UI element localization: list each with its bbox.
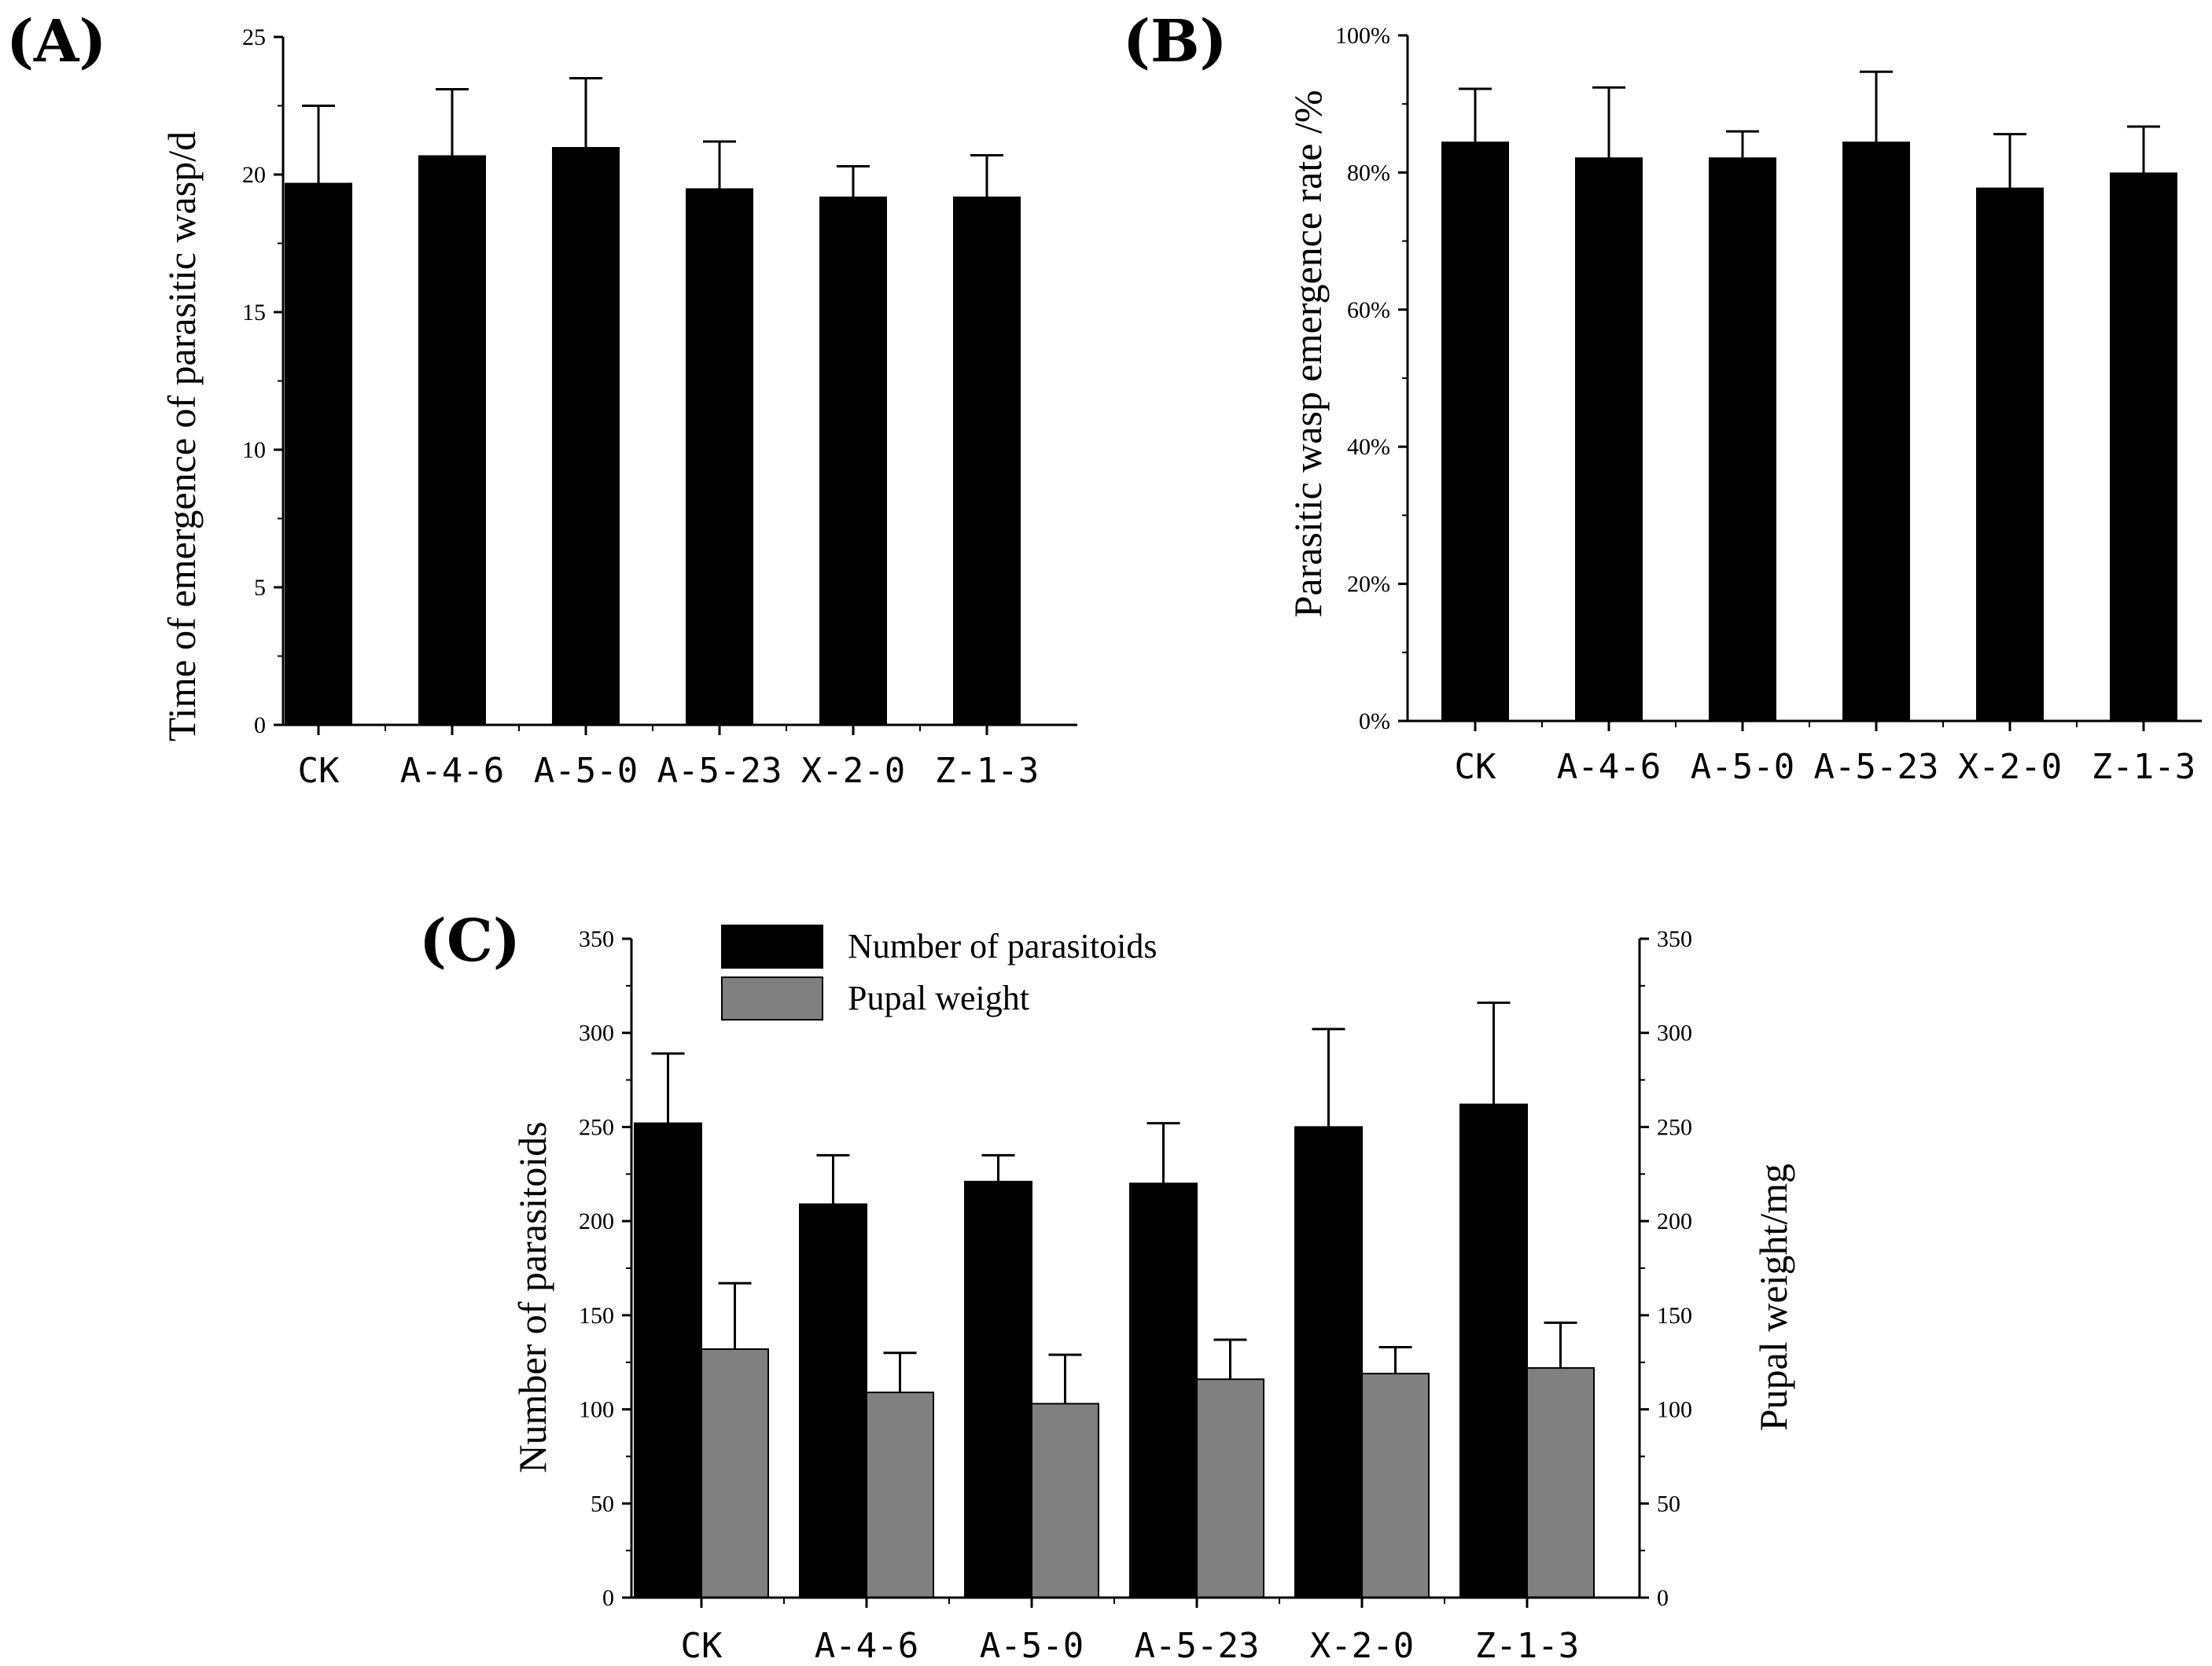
panel-c-x-label-z-1-3: Z-1-3 — [1475, 1626, 1579, 1666]
panel-c-bar-number-of-parasitoids-x-2-0 — [1294, 1126, 1363, 1598]
panel-b-x-labels: CK A-4-6 A-5-0 A-5-23 X-2-0 Z-1-3 — [1455, 747, 2196, 787]
panel-c-bar-pupal-weight-a-5-23 — [1196, 1378, 1264, 1598]
panel-a-x-label-x-2-0: X-2-0 — [801, 751, 905, 791]
panel-a-y-axis-title: Time of emergence of parasitic wasp/d — [160, 131, 204, 741]
panel-a-x-label-a-5-23: A-5-23 — [657, 751, 782, 791]
panel-a-x-label-a-5-0: A-5-0 — [534, 751, 638, 791]
panel-b-x-label-a-5-0: A-5-0 — [1691, 747, 1794, 787]
chart-panel-b: (B) Parasitic wasp emergence rate /% 0% 2… — [1123, 8, 2202, 787]
panel-b-x-label-x-2-0: X-2-0 — [1958, 747, 2062, 787]
panel-c-y-axis-title: Number of parasitoids — [510, 1121, 554, 1473]
panel-a-x-label-z-1-3: Z-1-3 — [935, 751, 1039, 791]
panel-c-y2-axis-title: Pupal weight/mg — [1751, 1164, 1795, 1431]
panel-a-bar-a-5-0 — [552, 147, 620, 725]
panel-c-y2-tick-label: 250 — [1657, 1114, 1692, 1140]
panel-c-bar-pupal-weight-a-5-0 — [1031, 1403, 1099, 1598]
legend-swatch-pupal-weight — [721, 976, 823, 1021]
panel-c-y-ticks: 0 50 100 150 200 250 300 350 — [579, 926, 631, 1611]
panel-c-bar-number-of-parasitoids-ck — [634, 1122, 702, 1598]
panel-a-bar-z-1-3 — [953, 197, 1021, 725]
panel-c-bar-pupal-weight-z-1-3 — [1526, 1366, 1595, 1598]
panel-b-y-tick-label: 100% — [1335, 23, 1390, 49]
panel-b-x-label-a-4-6: A-4-6 — [1557, 747, 1661, 787]
panel-b-y-axis-title: Parasitic wasp emergence rate /% — [1286, 90, 1330, 618]
legend-label-number-of-parasitoids: Number of parasitoids — [848, 927, 1157, 965]
panel-b-x-label-a-5-23: A-5-23 — [1814, 747, 1939, 787]
panel-c-legend: Number of parasitoids Pupal weight — [721, 925, 1157, 1021]
panel-c-bar-number-of-parasitoids-a-5-0 — [964, 1180, 1032, 1599]
panel-c-y2-tick-label: 0 — [1657, 1585, 1669, 1611]
panel-a-y-ticks: 0 5 10 15 20 25 — [242, 24, 283, 738]
panel-c-bar-number-of-parasitoids-a-4-6 — [799, 1203, 867, 1598]
panel-b-bar-a-5-23 — [1842, 142, 1910, 721]
panel-a-y-tick-label: 15 — [242, 300, 266, 325]
panel-c-x-label-ck: CK — [681, 1626, 723, 1666]
panel-a-y-tick-label: 20 — [242, 162, 266, 188]
legend-label-pupal-weight: Pupal weight — [848, 979, 1029, 1017]
panel-b-bar-ck — [1441, 142, 1509, 721]
panel-b-y-tick-label: 0% — [1359, 708, 1390, 734]
panel-c-y-tick-label: 0 — [602, 1585, 614, 1611]
panel-c-error-bars — [651, 1001, 1577, 1404]
panel-a-y-tick-label: 5 — [254, 575, 266, 601]
panel-c-x-label-x-2-0: X-2-0 — [1310, 1626, 1414, 1666]
panel-c-bar-pupal-weight-a-4-6 — [866, 1392, 934, 1598]
panel-b-bar-a-5-0 — [1709, 157, 1776, 721]
panel-b-y-tick-label: 80% — [1347, 160, 1390, 186]
panel-b-bar-x-2-0 — [1976, 187, 2044, 722]
panel-a-x-labels: CK A-4-6 A-5-0 A-5-23 X-2-0 Z-1-3 — [298, 751, 1040, 791]
panel-c-bar-pupal-weight-x-2-0 — [1361, 1373, 1430, 1598]
panel-c-y-tick-label: 300 — [579, 1021, 614, 1046]
panel-b-y-tick-label: 40% — [1347, 434, 1390, 460]
panel-c-x-labels: CK A-4-6 A-5-0 A-5-23 X-2-0 Z-1-3 — [681, 1626, 1580, 1666]
panel-c-bar-pupal-weight-ck — [701, 1348, 769, 1599]
panel-b-bar-z-1-3 — [2110, 172, 2177, 721]
panel-b-x-label-ck: CK — [1455, 747, 1496, 787]
panel-a-bars — [285, 147, 1021, 725]
panel-a-bar-a-4-6 — [418, 155, 486, 725]
panel-c-y2-tick-label: 150 — [1657, 1303, 1692, 1329]
chart-panel-a: (A) Time of emergence of parasitic wasp/… — [6, 8, 1077, 791]
panel-c-x-label-a-5-0: A-5-0 — [980, 1626, 1084, 1666]
panel-c-y2-tick-label: 200 — [1657, 1208, 1692, 1234]
panel-b-x-label-z-1-3: Z-1-3 — [2092, 747, 2195, 787]
panel-c-y-tick-label: 250 — [579, 1114, 614, 1140]
legend-swatch-number-of-parasitoids — [721, 925, 823, 969]
panel-a-letter: (A) — [6, 8, 106, 75]
panel-c-y2-ticks: 0 50 100 150 200 250 300 350 — [1640, 926, 1692, 1611]
panel-c-y-tick-label: 50 — [591, 1491, 614, 1517]
panel-c-bar-number-of-parasitoids-a-5-23 — [1129, 1182, 1198, 1599]
panel-c-x-label-a-5-23: A-5-23 — [1135, 1626, 1260, 1666]
panel-c-bar-number-of-parasitoids-z-1-3 — [1459, 1103, 1528, 1598]
panel-c-letter: (C) — [419, 907, 521, 975]
panel-b-bars — [1441, 142, 2177, 722]
panel-c-y2-tick-label: 350 — [1657, 926, 1692, 952]
chart-panel-c: (C) Number of parasitoids Pupal weight/m… — [419, 907, 1795, 1666]
panel-a-x-label-a-4-6: A-4-6 — [400, 751, 504, 791]
panel-a-bar-ck — [285, 182, 352, 725]
panel-a-bar-x-2-0 — [819, 197, 887, 725]
panel-c-y2-tick-label: 100 — [1657, 1397, 1692, 1423]
panel-b-bar-a-4-6 — [1575, 157, 1643, 721]
panel-c-y-tick-label: 350 — [579, 926, 614, 952]
panel-b-error-bars — [1459, 70, 2160, 188]
panel-c-y2-tick-label: 50 — [1657, 1491, 1680, 1517]
panel-a-error-bars — [302, 77, 1003, 197]
panel-b-letter: (B) — [1123, 8, 1227, 75]
panel-c-y2-tick-label: 300 — [1657, 1021, 1692, 1046]
panel-b-y-tick-label: 20% — [1347, 572, 1390, 598]
panel-c-y-tick-label: 100 — [579, 1397, 614, 1423]
panel-b-y-ticks: 0% 20% 40% 60% 80% 100% — [1335, 23, 1408, 734]
panel-b-y-tick-label: 60% — [1347, 297, 1390, 323]
panel-c-y-tick-label: 150 — [579, 1303, 614, 1329]
panel-a-bar-a-5-23 — [686, 188, 753, 725]
panel-a-x-label-ck: CK — [298, 751, 340, 791]
panel-a-y-tick-label: 25 — [242, 24, 266, 50]
panel-a-y-tick-label: 0 — [254, 712, 266, 738]
panel-a-y-tick-label: 10 — [242, 437, 266, 463]
panel-c-y-tick-label: 200 — [579, 1208, 614, 1234]
panel-c-x-label-a-4-6: A-4-6 — [815, 1626, 918, 1666]
